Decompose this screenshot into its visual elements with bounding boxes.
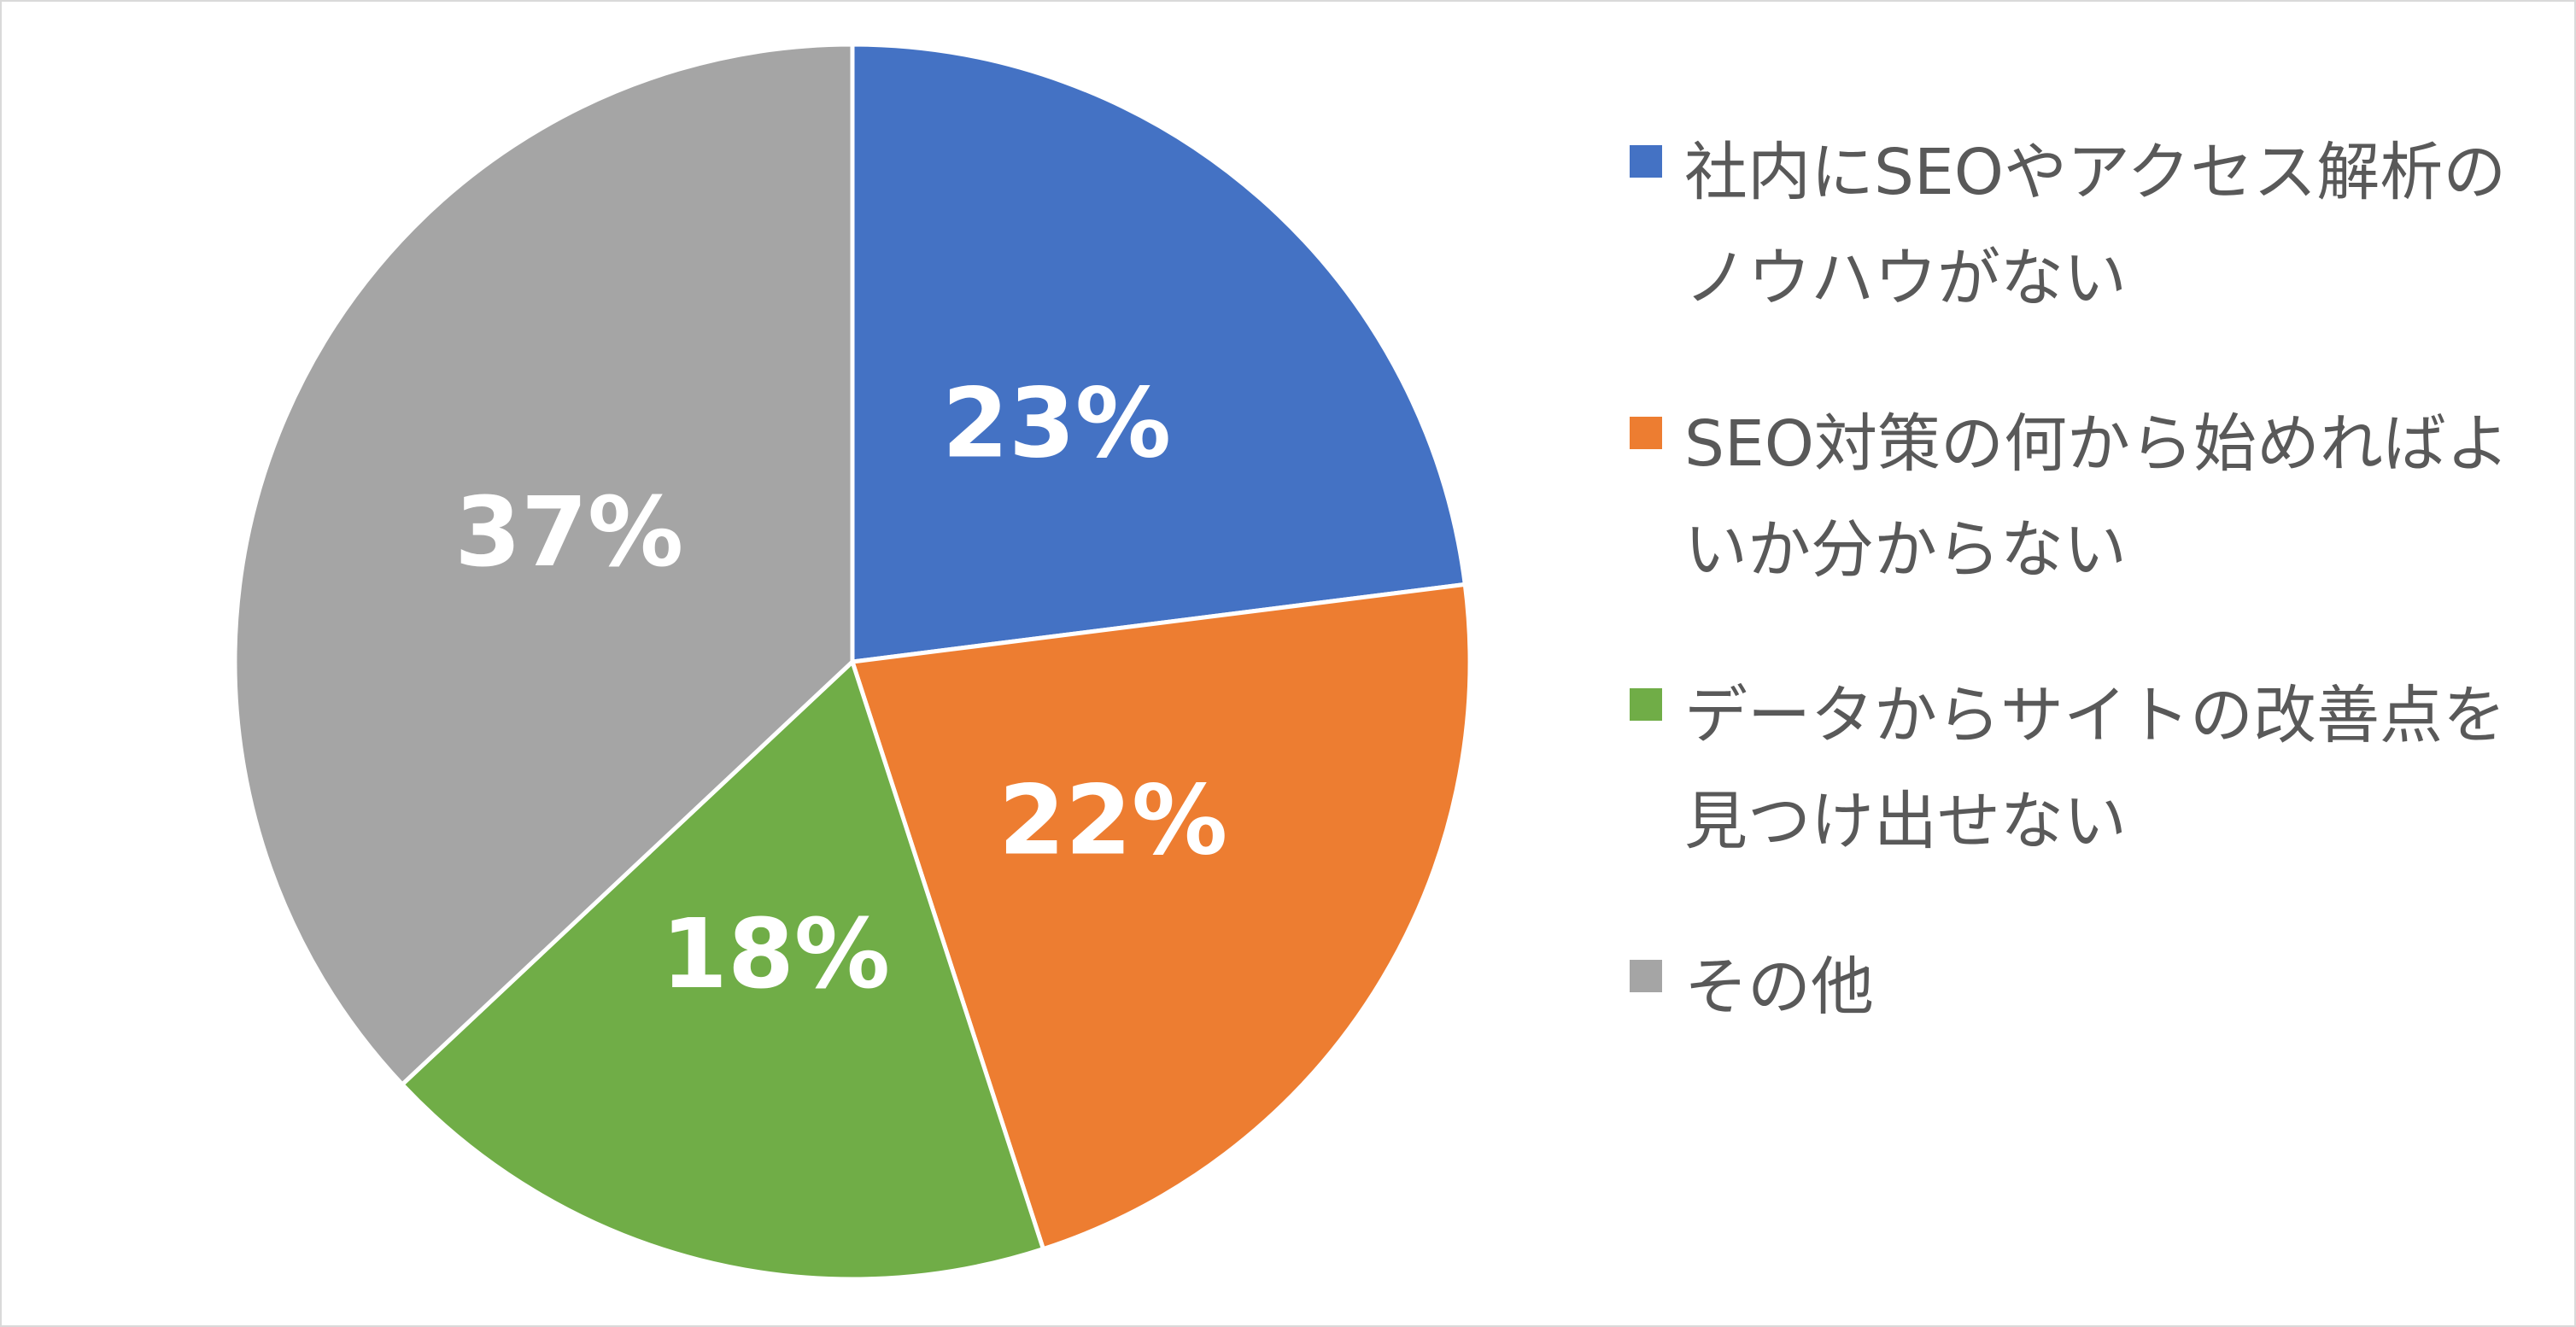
data-label: 23% bbox=[942, 369, 1171, 480]
legend-label: その他 bbox=[1684, 950, 1874, 1024]
legend-entry: 社内にSEOやアクセス解析のノウハウがない bbox=[1630, 120, 2535, 331]
legend-swatch bbox=[1630, 688, 1662, 721]
legend-entry: データからサイトの改善点を見つけ出せない bbox=[1630, 663, 2535, 874]
pie-slice bbox=[850, 42, 1468, 664]
pie-slice bbox=[849, 582, 1472, 1252]
legend-entry: SEO対策の何から始めればよいか分からない bbox=[1630, 391, 2535, 603]
legend-label: SEO対策の何から始めればよいか分からない bbox=[1684, 407, 2509, 587]
pie-slice bbox=[232, 42, 855, 1088]
legend-swatch bbox=[1630, 417, 1662, 449]
data-label: 18% bbox=[661, 899, 890, 1010]
legend-swatch bbox=[1630, 145, 1662, 178]
data-label: 22% bbox=[998, 765, 1227, 876]
data-label: 37% bbox=[454, 477, 683, 588]
pie-slice bbox=[399, 658, 1046, 1282]
legend: 社内にSEOやアクセス解析のノウハウがない SEO対策の何から始めればよいか分から… bbox=[1630, 120, 2535, 1100]
legend-swatch bbox=[1630, 960, 1662, 992]
legend-entry: その他 bbox=[1630, 934, 2535, 1040]
legend-label: 社内にSEOやアクセス解析のノウハウがない bbox=[1684, 136, 2507, 315]
legend-label: データからサイトの改善点を見つけ出せない bbox=[1684, 679, 2506, 858]
